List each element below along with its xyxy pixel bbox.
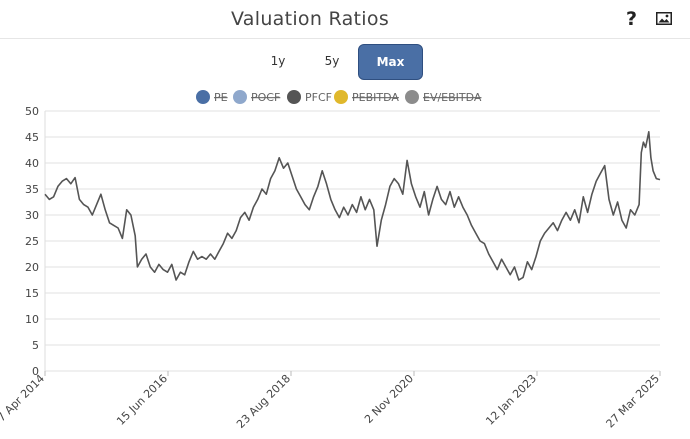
y-tick-label-20: 20 (25, 261, 39, 274)
chart-series (44, 131, 661, 281)
x-tick-label-1: 15 Jun 2016 (114, 372, 170, 428)
range-button-1y[interactable]: 1y (270, 54, 286, 68)
legend-label-pfcf[interactable]: PFCF (305, 91, 332, 104)
chart-title: Valuation Ratios (230, 8, 390, 30)
y-tick-label-40: 40 (25, 157, 39, 170)
y-tick-label-0: 0 (32, 365, 39, 378)
range-selector: 1y 5y Max (250, 44, 423, 80)
chart-header: Valuation Ratios ? (0, 0, 690, 39)
legend-marker-pocf (233, 90, 247, 104)
y-tick-label-30: 30 (25, 209, 39, 222)
legend-label-pe[interactable]: PE (214, 91, 228, 104)
legend-marker-ev-ebitda (405, 90, 419, 104)
chart-grid (44, 110, 661, 376)
x-tick-label-5: 27 Mar 2025 (604, 372, 663, 431)
legend-label-ev-ebitda[interactable]: EV/EBITDA (423, 91, 482, 104)
range-button-max[interactable]: Max (358, 44, 423, 80)
series-line-pfcf (44, 131, 661, 281)
legend-marker-pebitda (334, 90, 348, 104)
x-tick-label-0: 7 Apr 2014 (0, 372, 47, 424)
legend-label-pebitda[interactable]: PEBITDA (352, 91, 399, 104)
help-icon[interactable]: ? (626, 8, 638, 30)
x-tick-label-3: 2 Nov 2020 (362, 372, 416, 426)
image-icon[interactable] (656, 12, 672, 25)
legend-marker-pe (196, 90, 210, 104)
legend-marker-pfcf (287, 90, 301, 104)
range-button-5y[interactable]: 5y (324, 54, 340, 68)
x-axis-ticks: 7 Apr 2014 15 Jun 2016 23 Aug 2018 2 Nov 20… (0, 372, 662, 431)
y-tick-label-15: 15 (25, 287, 39, 300)
chart-legend: PE POCF PFCF PEBITDA EV/EBITDA (196, 90, 482, 104)
y-axis-ticks: 0 5 10 15 20 25 30 35 40 45 50 (25, 105, 39, 378)
x-tick-label-4: 12 Jan 2023 (483, 372, 539, 428)
y-tick-label-5: 5 (32, 339, 39, 352)
y-tick-label-10: 10 (25, 313, 39, 326)
y-tick-label-45: 45 (25, 131, 39, 144)
y-tick-label-50: 50 (25, 105, 39, 118)
y-tick-label-25: 25 (25, 235, 39, 248)
y-tick-label-35: 35 (25, 183, 39, 196)
x-tick-label-2: 23 Aug 2018 (234, 372, 293, 431)
legend-label-pocf[interactable]: POCF (251, 91, 280, 104)
